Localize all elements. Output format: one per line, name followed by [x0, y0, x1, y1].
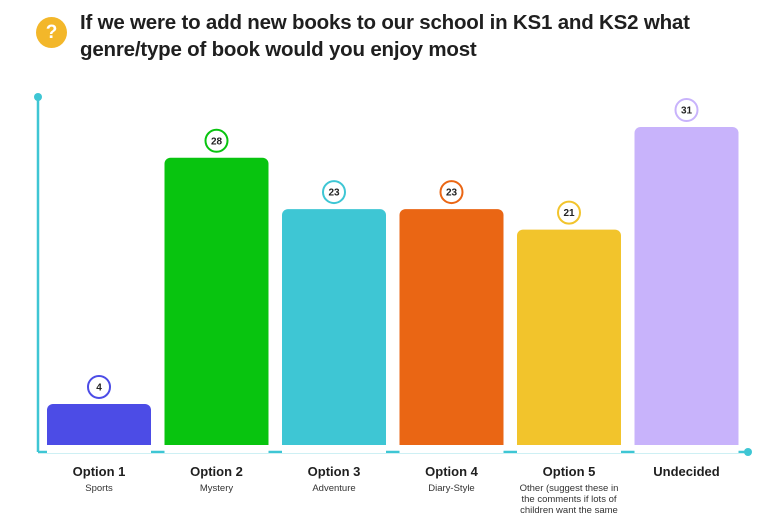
bar-base-mask-option-1	[47, 445, 151, 453]
value-label-option-2: 28	[211, 136, 223, 147]
labels-group: Option 1 Sports Option 2 Mystery Option 3 Adv…	[73, 464, 720, 516]
category-sublabel-option-3: Adventure	[312, 483, 355, 494]
bar-undecided	[634, 127, 739, 451]
category-sublabel-option-2: Mystery	[200, 483, 234, 494]
bar-option-5	[517, 229, 621, 451]
value-label-undecided: 31	[681, 106, 693, 117]
bar-base-mask-option-5	[517, 445, 621, 453]
category-label-option-5: Option 5	[543, 464, 596, 479]
value-badge-option-5	[557, 200, 581, 225]
value-label-option-5: 21	[563, 208, 575, 219]
bar-base-mask-option-4	[399, 445, 504, 453]
value-badge-option-3	[322, 180, 346, 205]
value-label-option-3: 23	[328, 188, 340, 199]
category-label-undecided: Undecided	[653, 464, 720, 479]
bar-option-2	[164, 157, 269, 451]
x-axis-end-dot	[744, 448, 752, 456]
y-axis-end-dot	[34, 93, 42, 101]
value-badge-undecided	[674, 98, 699, 122]
bar-option-1	[47, 403, 151, 451]
category-label-option-2: Option 2	[190, 464, 243, 479]
category-sublabel-option-4: Diary-Style	[428, 483, 474, 494]
bar-base-mask-option-2	[164, 445, 269, 453]
category-label-option-4: Option 4	[425, 464, 478, 479]
bars-group: 4 28 23 23 21 31	[47, 98, 739, 453]
value-label-option-4: 23	[446, 188, 458, 199]
value-label-option-1: 4	[96, 382, 102, 393]
question-icon: ?	[36, 17, 67, 48]
bar-base-mask-undecided	[634, 445, 739, 453]
value-badge-option-1	[87, 374, 111, 399]
category-label-option-3: Option 3	[308, 464, 361, 479]
bar-base-mask-option-3	[282, 445, 386, 453]
category-sublabel-option-5: Other (suggest these in	[520, 483, 619, 494]
bar-option-3	[282, 209, 386, 451]
value-badge-option-2	[204, 128, 229, 153]
category-sublabel-option-5: children want the same	[520, 505, 618, 516]
page-title: If we were to add new books to our schoo…	[80, 11, 690, 61]
category-label-option-1: Option 1	[73, 464, 126, 479]
category-sublabel-option-1: Sports	[85, 483, 113, 494]
value-badge-option-4	[439, 180, 464, 205]
category-sublabel-option-5: the comments if lots of	[521, 494, 616, 505]
bar-option-4	[399, 209, 504, 451]
